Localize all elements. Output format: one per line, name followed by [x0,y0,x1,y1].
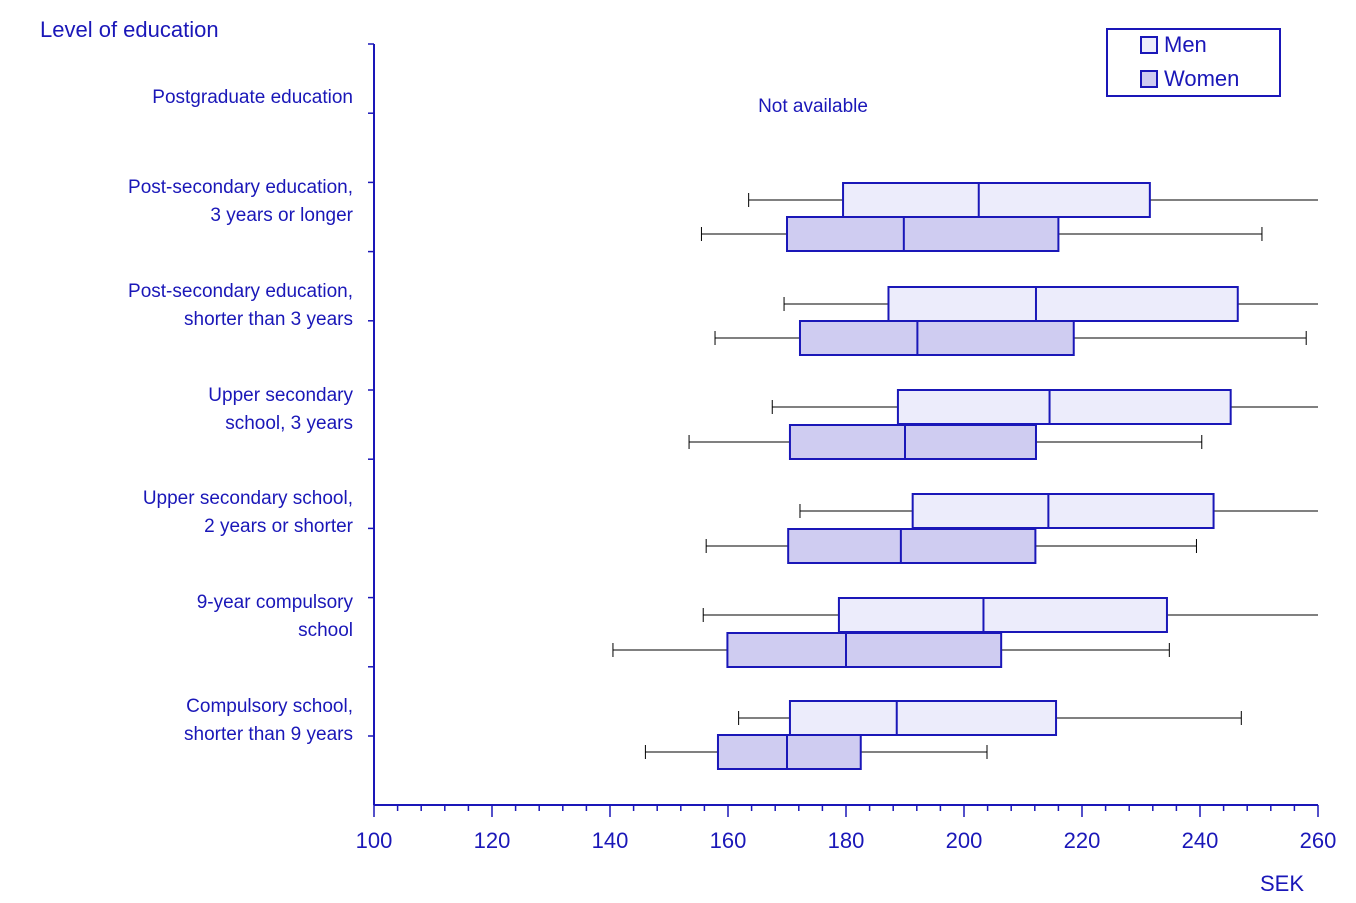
category-label: 3 years or longer [210,205,353,226]
legend-frame [1106,28,1281,97]
x-axis-unit-label: SEK [1260,871,1304,896]
box-women [612,632,1170,668]
legend-label-women: Women [1164,66,1239,91]
legend-swatch-women [1140,70,1158,88]
category-label: Upper secondary [208,385,353,406]
interquartile-box [896,389,1232,425]
category-label: Post-secondary education, [128,177,353,198]
legend-label-men: Men [1164,32,1207,57]
x-tick-label: 140 [592,828,629,853]
category-label: shorter than 9 years [184,724,353,745]
interquartile-box [887,286,1239,322]
x-axis-ticks: 100 120 140 160 180 200 220 240 260 [356,805,1337,853]
category-labels: Postgraduate education Post-secondary edu… [128,87,354,745]
category-label: 9-year compulsory [197,592,354,613]
interquartile-box [911,493,1215,529]
category-label: shorter than 3 years [184,309,353,330]
box-men [799,493,1318,529]
category-label: Post-secondary education, [128,281,353,302]
interquartile-box [798,320,1075,356]
not-available-label: Not available [758,96,868,117]
box-men [748,182,1318,218]
x-tick-label: 120 [474,828,511,853]
box-women [705,528,1197,564]
category-label: Postgraduate education [152,87,353,108]
interquartile-box [842,182,1151,218]
interquartile-box [788,700,1058,736]
legend: Men Women [1106,28,1281,97]
interquartile-box [788,424,1037,460]
interquartile-box [837,597,1168,633]
box-women [714,320,1307,356]
box-women [700,216,1263,252]
x-tick-label: 240 [1182,828,1219,853]
box-men [738,700,1242,736]
x-tick-label: 220 [1064,828,1101,853]
category-label: Upper secondary school, [143,488,353,509]
box-men [783,286,1318,322]
interquartile-box [787,528,1037,564]
x-tick-label: 100 [356,828,393,853]
box-men [702,597,1318,633]
x-tick-label: 160 [710,828,747,853]
legend-swatch-men [1140,36,1158,54]
interquartile-box [786,216,1060,252]
box-women [688,424,1203,460]
y-axis-ticks [368,43,374,737]
interquartile-box [726,632,1003,668]
category-label: school, 3 years [225,413,353,434]
category-label: 2 years or shorter [204,516,354,537]
y-axis-title: Level of education [40,17,219,42]
interquartile-box [716,734,862,770]
category-label: Compulsory school, [186,696,353,717]
box-women [644,734,988,770]
category-label: school [298,620,353,641]
box-plot-series: Not available [612,96,1318,770]
x-tick-label: 180 [828,828,865,853]
box-men [771,389,1318,425]
x-tick-label: 200 [946,828,983,853]
x-tick-label: 260 [1300,828,1337,853]
